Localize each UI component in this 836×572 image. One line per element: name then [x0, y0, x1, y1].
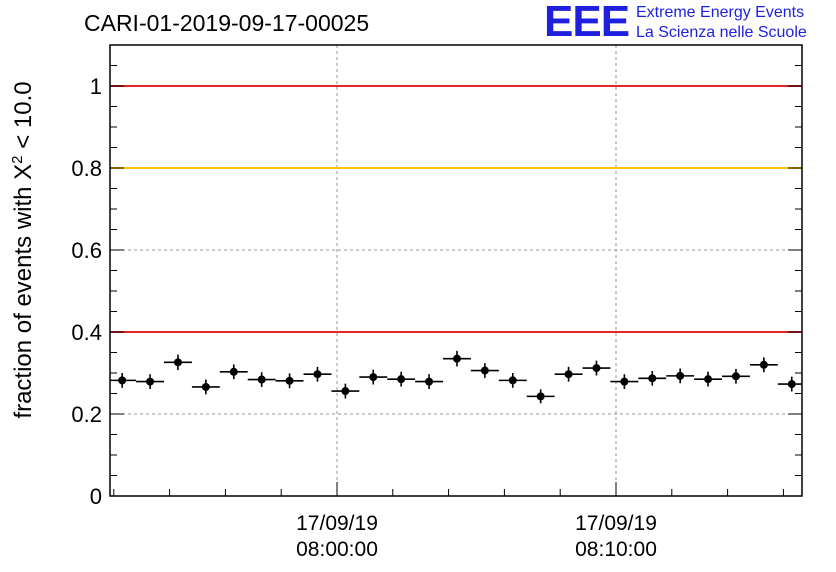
x-tick-time-label: 08:10:00	[575, 538, 657, 561]
plot-frame	[109, 44, 803, 497]
data-marker	[313, 370, 322, 379]
data-marker	[536, 392, 545, 401]
data-marker	[676, 371, 685, 380]
data-marker	[425, 377, 434, 386]
data-point	[415, 374, 444, 389]
data-marker	[369, 373, 378, 382]
data-point	[359, 369, 388, 385]
data-point	[610, 374, 639, 389]
reference-lines	[110, 85, 802, 333]
data-point	[247, 372, 276, 387]
data-point	[470, 363, 499, 378]
data-marker	[285, 376, 294, 385]
plot-border	[109, 44, 803, 497]
data-point	[136, 374, 165, 389]
y-tick-label: 1	[90, 74, 102, 99]
y-tick-label: 0.6	[71, 238, 102, 263]
data-marker	[648, 374, 657, 383]
logo-line-1: Extreme Energy Events	[636, 4, 805, 21]
data-marker	[731, 372, 740, 381]
data-point	[722, 368, 750, 384]
axis-ticks	[110, 44, 802, 497]
y-axis-label: fraction of events with X2 < 10.0	[9, 81, 37, 418]
grid-layer	[110, 45, 802, 496]
data-marker	[508, 376, 517, 385]
data-point	[387, 371, 416, 387]
data-point	[164, 354, 192, 371]
data-points	[110, 350, 802, 404]
data-marker	[480, 366, 489, 375]
y-tick-label: 0.2	[71, 402, 102, 427]
data-marker	[787, 380, 796, 389]
logo-line-2: La Scienza nelle Scuole	[636, 24, 807, 41]
data-point	[666, 368, 695, 384]
data-marker	[759, 360, 768, 369]
data-marker	[564, 370, 573, 379]
tick-labels: 0 0.2 0.4 0.6 0.8 1 17/09/19 08:00:00 17/09/19 08…	[71, 74, 656, 561]
y-tick-label: 0.4	[71, 320, 102, 345]
data-point	[749, 357, 778, 373]
data-point	[777, 376, 802, 392]
data-point	[303, 366, 332, 382]
data-point	[219, 364, 248, 380]
x-tick-date-label: 17/09/19	[575, 512, 657, 535]
y-tick-label: 0	[90, 484, 102, 509]
data-point	[443, 350, 471, 367]
data-point	[110, 373, 137, 388]
chart-title: CARI-01-2019-09-17-00025	[84, 10, 370, 36]
data-point	[526, 389, 555, 404]
y-tick-label: 0.8	[71, 156, 102, 181]
x-tick-date-label: 17/09/19	[296, 512, 378, 535]
data-marker	[257, 375, 266, 384]
data-point	[582, 360, 611, 376]
data-point	[331, 383, 360, 399]
data-point	[275, 373, 304, 389]
data-point	[554, 366, 583, 382]
data-marker	[620, 377, 629, 386]
data-marker	[229, 367, 238, 376]
data-marker	[173, 358, 182, 367]
data-marker	[118, 376, 127, 385]
data-marker	[341, 387, 350, 396]
data-point	[638, 370, 667, 386]
data-marker	[592, 364, 601, 373]
data-point	[694, 371, 723, 387]
data-marker	[146, 377, 155, 386]
data-marker	[452, 354, 461, 363]
data-point	[191, 379, 220, 395]
data-marker	[201, 382, 210, 391]
data-marker	[397, 375, 406, 384]
logo-mark: EEE	[544, 0, 630, 46]
data-marker	[704, 375, 713, 384]
x-tick-time-label: 08:00:00	[296, 538, 378, 561]
data-point	[498, 373, 527, 388]
